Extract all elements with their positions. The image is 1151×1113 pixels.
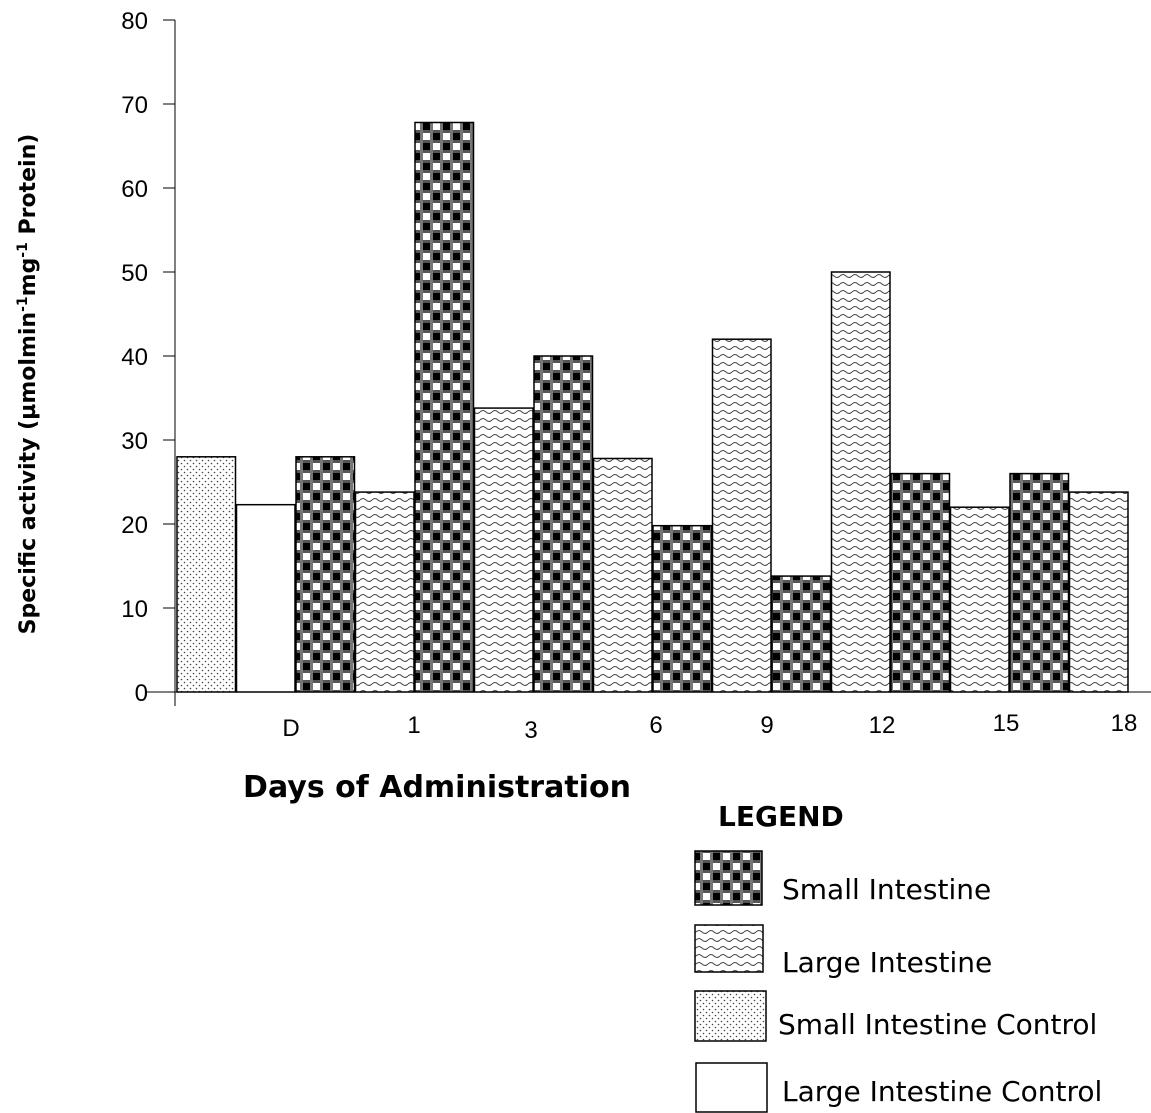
bar-small-intestine (296, 457, 355, 692)
legend-swatches (695, 851, 767, 1112)
x-tick-label: 15 (993, 710, 1020, 737)
y-tick-label: 60 (121, 176, 148, 203)
bar-small-intestine-control (177, 457, 236, 692)
y-tick-label: 20 (121, 512, 148, 539)
legend-label-large-intestine-control: Large Intestine Control (782, 1075, 1102, 1108)
y-axis-title: Specific activity (µmolmin-1mg-1 Protein… (15, 134, 41, 635)
y-tick-label: 0 (135, 680, 148, 707)
y-axis-title-end: Protein) (16, 134, 41, 242)
bar-large-intestine (356, 492, 415, 692)
bar-small-intestine (415, 122, 474, 692)
legend-swatch-small-intestine (695, 851, 762, 905)
y-tick-label: 70 (121, 92, 148, 119)
x-tick-label: 9 (760, 712, 773, 739)
x-axis (146, 692, 1151, 706)
y-axis-title-main: Specific activity (µmolmin (16, 312, 41, 634)
y-axis-title-sup-2: -1 (15, 242, 31, 258)
bar-small-intestine (772, 576, 831, 692)
y-tick-label: 30 (121, 428, 148, 455)
x-axis-title: Days of Administration (243, 770, 631, 805)
legend-label-large-intestine: Large Intestine (782, 946, 992, 979)
bar-large-intestine (475, 408, 534, 692)
y-tick-label: 10 (121, 596, 148, 623)
y-axis-title-sup-1: -1 (15, 296, 31, 312)
bar-large-intestine (1070, 492, 1129, 692)
bar-small-intestine (1010, 474, 1069, 692)
y-tick-label: 80 (121, 8, 148, 35)
x-tick-label: 3 (524, 717, 537, 744)
bar-large-intestine (594, 458, 653, 692)
bar-large-intestine (713, 339, 772, 692)
bar-large-intestine-control (237, 505, 296, 692)
y-tick-label: 40 (121, 344, 148, 371)
x-tick-label: D (282, 715, 299, 742)
bar-large-intestine (832, 272, 891, 692)
bar-small-intestine (653, 526, 712, 692)
bar-large-intestine (951, 507, 1010, 692)
y-tick-label: 50 (121, 260, 148, 287)
y-axis-title-mid: mg (16, 258, 41, 297)
bars (177, 122, 1128, 692)
legend-swatch-large-intestine-control (696, 1063, 767, 1112)
y-ticks: 0 10 20 30 40 50 60 70 80 (121, 8, 175, 707)
x-tick-label: 18 (1111, 710, 1138, 737)
x-tick-label: 12 (869, 712, 896, 739)
legend-title: LEGEND (718, 800, 844, 833)
legend-label-small-intestine-control: Small Intestine Control (778, 1008, 1097, 1041)
x-tick-label: 1 (407, 712, 420, 739)
legend-swatch-small-intestine-control (695, 991, 766, 1041)
x-tick-label: 6 (649, 712, 662, 739)
bar-small-intestine (534, 356, 593, 692)
legend-swatch-large-intestine (695, 925, 763, 972)
legend-label-small-intestine: Small Intestine (782, 873, 991, 906)
bar-small-intestine (891, 474, 950, 692)
x-tick-labels: D 1 3 6 9 12 15 18 (282, 710, 1137, 744)
